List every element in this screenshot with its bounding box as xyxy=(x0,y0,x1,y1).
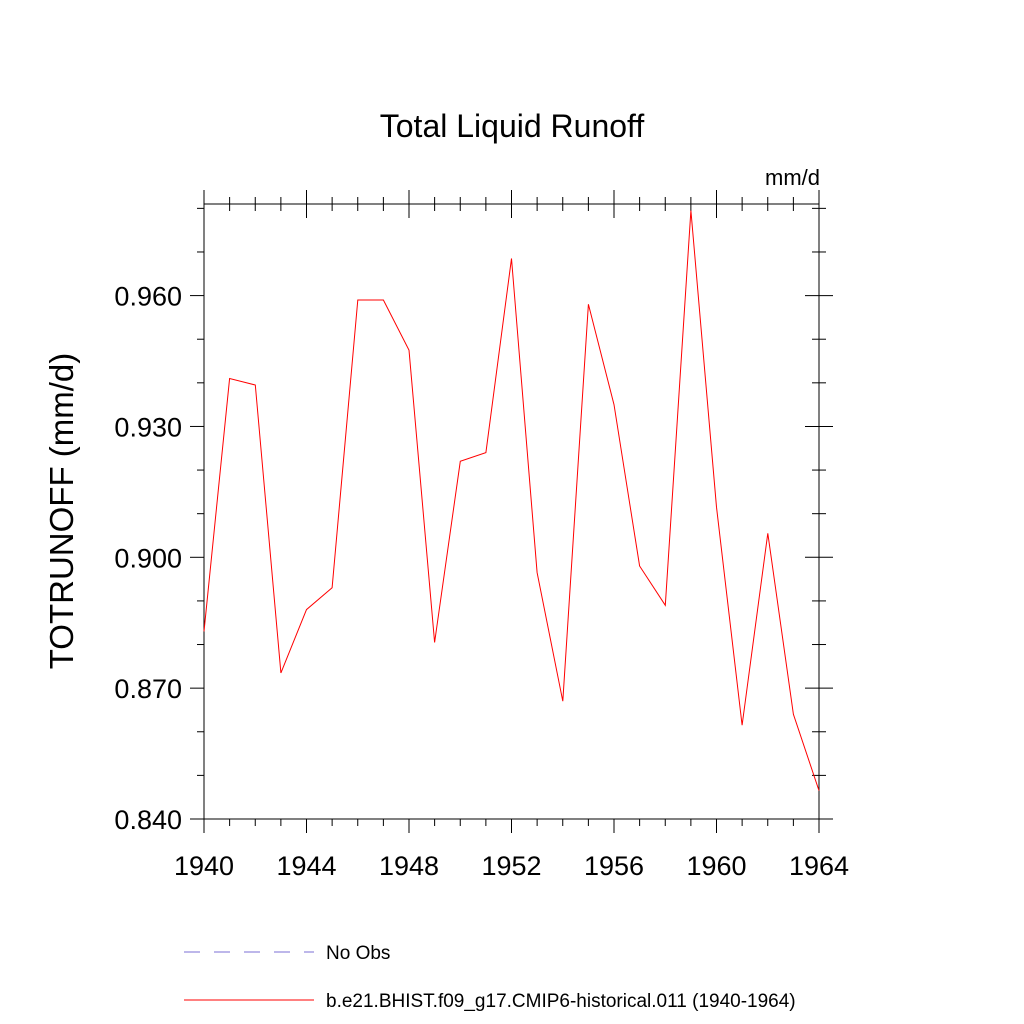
y-tick-label: 0.840 xyxy=(114,805,182,835)
legend: No Obs b.e21.BHIST.f09_g17.CMIP6-histori… xyxy=(184,943,796,1012)
x-tick-label: 1948 xyxy=(379,851,439,881)
axis-ticks xyxy=(190,190,833,833)
plot-frame xyxy=(203,203,820,820)
y-tick-label: 0.930 xyxy=(114,412,182,442)
units-label: mm/d xyxy=(765,165,820,190)
x-tick-label: 1940 xyxy=(174,851,234,881)
series-line-historical xyxy=(203,210,820,791)
axis-tick-labels: 0.840 0.870 0.900 0.930 0.960 1940 1944 1948 195… xyxy=(114,282,849,881)
chart-title: Total Liquid Runoff xyxy=(380,108,645,144)
x-tick-label: 1944 xyxy=(276,851,336,881)
legend-label-historical: b.e21.BHIST.f09_g17.CMIP6-historical.011… xyxy=(326,991,796,1012)
series-layer xyxy=(203,210,820,791)
y-axis-label: TOTRUNOFF (mm/d) xyxy=(43,353,80,670)
y-tick-label: 0.960 xyxy=(114,282,182,312)
x-tick-label: 1952 xyxy=(481,851,541,881)
legend-label-no-obs: No Obs xyxy=(326,943,390,964)
x-tick-label: 1964 xyxy=(789,851,849,881)
x-tick-label: 1956 xyxy=(584,851,644,881)
y-tick-label: 0.900 xyxy=(114,543,182,573)
y-tick-label: 0.870 xyxy=(114,674,182,704)
x-tick-label: 1960 xyxy=(686,851,746,881)
